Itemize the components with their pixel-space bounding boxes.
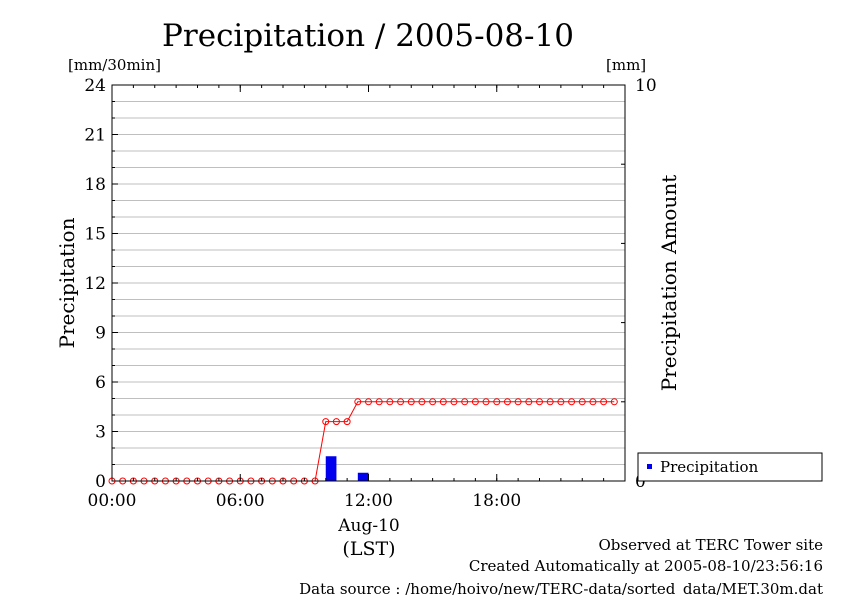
footer-created: Created Automatically at 2005-08-10/23:5… xyxy=(469,557,823,575)
cumulative-point xyxy=(557,398,565,406)
left-unit-label: [mm/30min] xyxy=(68,56,161,74)
legend-swatch xyxy=(647,464,652,469)
cumulative-point xyxy=(365,398,372,406)
cumulative-point xyxy=(568,398,576,406)
x-tick-label: 18:00 xyxy=(472,491,521,511)
x-tick-label: 00:00 xyxy=(88,491,137,511)
x-timezone-label: (LST) xyxy=(342,538,395,560)
cumulative-point xyxy=(471,398,479,406)
left-tick-label: 3 xyxy=(95,423,106,443)
axis-ticks: 0 3 6 9 12 15 18 21 24 0 10 00:00 06:00 12:00 18:00 xyxy=(84,76,656,511)
cumulative-point xyxy=(407,398,415,406)
left-tick-label: 12 xyxy=(84,274,106,294)
right-axis-title: Precipitation Amount xyxy=(657,175,681,392)
cumulative-point xyxy=(343,418,351,426)
cumulative-point xyxy=(450,398,458,406)
cumulative-amount-series xyxy=(108,398,618,485)
x-tick-label: 06:00 xyxy=(216,491,265,511)
right-tick-label: 0 xyxy=(635,472,646,492)
precipitation-bar xyxy=(357,472,369,481)
grid-lines xyxy=(112,101,625,465)
cumulative-point xyxy=(514,398,522,406)
cumulative-point xyxy=(600,398,608,406)
cumulative-point xyxy=(439,398,447,406)
x-tick-label: 12:00 xyxy=(344,491,393,511)
precipitation-bar xyxy=(325,456,337,481)
cumulative-point xyxy=(386,398,394,406)
cumulative-point xyxy=(322,418,330,426)
cumulative-point xyxy=(397,398,405,406)
plot-frame xyxy=(111,84,626,482)
left-tick-label: 24 xyxy=(84,76,106,96)
right-tick-label: 10 xyxy=(635,76,657,96)
cumulative-point xyxy=(418,398,426,406)
cumulative-point xyxy=(354,398,362,406)
cumulative-point xyxy=(493,398,501,406)
left-tick-label: 6 xyxy=(95,373,106,393)
legend-box xyxy=(637,452,823,482)
right-unit-label: [mm] xyxy=(606,56,646,74)
cumulative-point xyxy=(429,398,437,406)
footer-site: Observed at TERC Tower site xyxy=(598,536,823,554)
cumulative-point xyxy=(546,398,554,406)
cumulative-point xyxy=(461,398,469,406)
left-tick-label: 18 xyxy=(84,175,106,195)
left-tick-label: 9 xyxy=(95,324,106,344)
cumulative-point xyxy=(375,398,383,406)
left-axis-title: Precipitation xyxy=(55,217,79,348)
cumulative-line xyxy=(112,401,615,482)
left-tick-label: 21 xyxy=(84,126,106,146)
cumulative-point xyxy=(589,398,597,406)
cumulative-point xyxy=(578,398,586,406)
cumulative-point xyxy=(536,398,543,406)
cumulative-point xyxy=(482,398,490,406)
footer-source: Data source : /home/hoivo/new/TERC-data/… xyxy=(299,580,823,595)
chart-title: Precipitation / 2005-08-10 xyxy=(162,18,574,54)
cumulative-point xyxy=(525,398,533,406)
x-date-label: Aug-10 xyxy=(337,516,399,536)
cumulative-point xyxy=(332,418,340,426)
legend-label: Precipitation xyxy=(660,458,759,476)
left-tick-label: 15 xyxy=(84,225,106,245)
cumulative-point xyxy=(610,398,618,406)
precipitation-bars xyxy=(325,456,369,481)
left-tick-label: 0 xyxy=(95,472,106,492)
cumulative-point xyxy=(503,398,511,406)
legend: Precipitation xyxy=(637,452,823,482)
